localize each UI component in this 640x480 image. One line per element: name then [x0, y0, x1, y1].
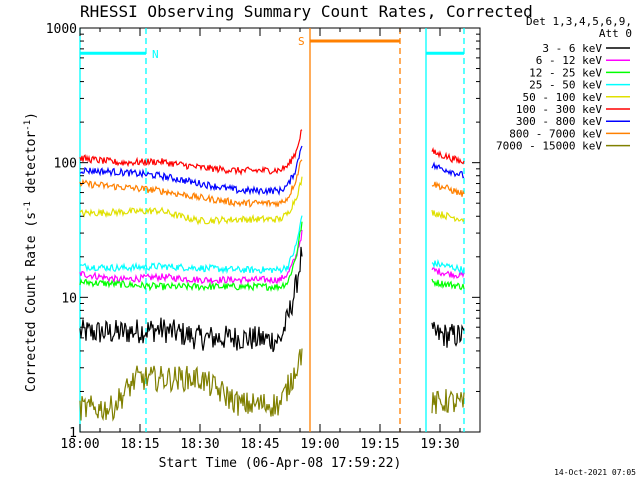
- legend-entry-label: 100 - 300 keV: [516, 103, 602, 116]
- legend-header: Att 0: [599, 27, 632, 40]
- series-trace: [79, 176, 303, 226]
- saa-label: S: [298, 35, 305, 48]
- legend-entry-label: 25 - 50 keV: [529, 79, 602, 92]
- series-trace: [431, 147, 465, 165]
- timestamp: 14-Oct-2021 07:05: [554, 468, 636, 477]
- legend-entry-label: 12 - 25 keV: [529, 66, 602, 79]
- x-tick-label: 19:00: [300, 437, 339, 452]
- x-tick-label: 18:45: [240, 437, 279, 452]
- series-trace: [79, 229, 303, 286]
- legend-entry-label: 7000 - 15000 keV: [496, 140, 602, 153]
- x-tick-label: 18:30: [180, 437, 219, 452]
- legend-entry-label: 50 - 100 keV: [523, 91, 603, 104]
- y-axis-label-tail: detector: [24, 131, 39, 202]
- series-12-25-kev: [79, 221, 465, 293]
- series-100-300-kev: [79, 129, 465, 176]
- series-50-100-kev: [79, 176, 465, 226]
- x-tick-label: 18:00: [60, 437, 99, 452]
- series-trace: [431, 278, 465, 291]
- night-label: N: [152, 48, 159, 61]
- legend-entry-label: 6 - 12 keV: [536, 54, 603, 67]
- y-axis-label-close: ): [24, 112, 39, 120]
- legend-header: Det 1,3,4,5,6,9,: [526, 15, 632, 28]
- y-tick-label: 100: [54, 157, 77, 172]
- y-axis-label-sup-1: -1: [23, 201, 33, 212]
- series-trace: [431, 267, 465, 280]
- y-axis-label: Corrected Count Rate (s: [24, 212, 39, 392]
- series-trace: [79, 145, 303, 196]
- series-trace: [431, 389, 465, 415]
- series-trace: [79, 246, 303, 353]
- series-7000-15000-kev: [79, 348, 465, 422]
- y-tick-label: 10: [61, 291, 77, 306]
- x-axis-label: Start Time (06-Apr-08 17:59:22): [159, 456, 402, 471]
- series-trace: [79, 129, 303, 176]
- series-trace: [79, 221, 303, 293]
- legend-entry-label: 800 - 7000 keV: [509, 127, 602, 140]
- series-25-50-kev: [79, 215, 465, 275]
- series-trace: [431, 181, 465, 197]
- axes: 18:00 18:15 18:30 18:45 19:00 19:15 19:30 1 10 10…: [46, 22, 480, 452]
- svg-text:Corrected Count Rate (s-1 dete: Corrected Count Rate (s-1 detector-1): [23, 112, 39, 392]
- plot-area: [79, 27, 481, 433]
- series-trace: [79, 215, 303, 275]
- orbit-annotations: NS: [79, 28, 465, 432]
- series-300-800-kev: [79, 145, 465, 196]
- x-tick-label: 19:15: [360, 437, 399, 452]
- series-6-12-kev: [79, 229, 465, 286]
- y-tick-label: 1000: [46, 22, 77, 37]
- series-lines: [79, 129, 465, 422]
- series-800-7000-kev: [79, 159, 465, 208]
- x-tick-label: 18:15: [120, 437, 159, 452]
- y-tick-label: 1: [69, 426, 77, 441]
- chart-title: RHESSI Observing Summary Count Rates, Co…: [80, 2, 533, 21]
- series-trace: [431, 161, 465, 179]
- series-trace: [79, 348, 303, 422]
- y-axis-label-group: Corrected Count Rate (s-1 detector-1): [23, 112, 39, 392]
- plot-border: [79, 27, 481, 433]
- x-tick-label: 19:30: [420, 437, 459, 452]
- legend-entry-label: 300 - 800 keV: [516, 115, 602, 128]
- y-axis-label-sup-2: -1: [23, 120, 33, 131]
- series-trace: [79, 159, 303, 208]
- legend-entry-label: 3 - 6 keV: [542, 42, 602, 55]
- series-trace: [431, 321, 465, 348]
- series-3-6-kev: [79, 246, 465, 353]
- series-trace: [431, 209, 465, 223]
- series-trace: [431, 258, 465, 275]
